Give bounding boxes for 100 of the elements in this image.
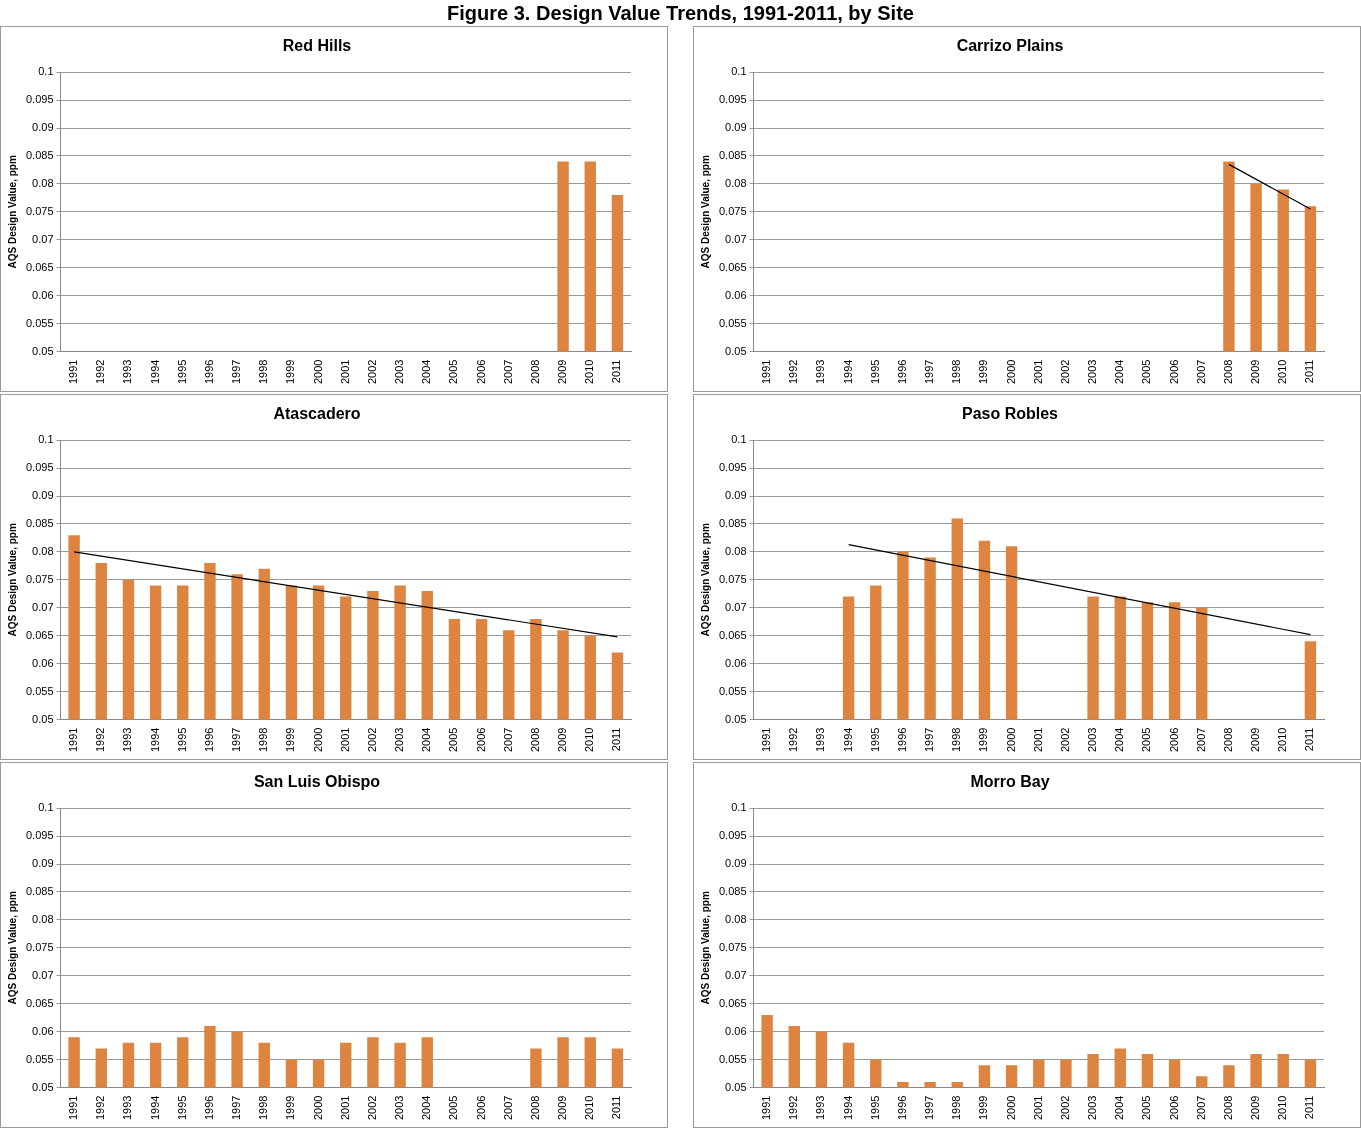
y-tick-label: 0.095 [26, 93, 54, 106]
y-tick-label: 0.07 [725, 232, 747, 245]
y-tick-label: 0.08 [32, 912, 54, 925]
y-tick-label: 0.1 [731, 801, 747, 814]
x-tick-label: 1997 [923, 359, 936, 385]
y-axis-title: AQS Design Value, ppm [6, 155, 18, 269]
y-tick-label: 0.08 [725, 912, 747, 925]
x-tick-label: 1996 [895, 359, 908, 385]
y-tick-label: 0.09 [32, 857, 54, 870]
x-tick-label: 1992 [787, 1095, 800, 1121]
x-tick-label: 2009 [1249, 1095, 1262, 1121]
y-tick-label: 0.075 [26, 940, 54, 953]
x-tick-label: 1995 [868, 1095, 881, 1121]
x-tick-label: 2001 [1031, 727, 1044, 753]
y-tick-label: 0.05 [32, 1080, 54, 1093]
x-tick-label: 2004 [420, 359, 433, 385]
x-tick-label: 2006 [474, 727, 487, 753]
y-tick-label: 0.09 [725, 121, 747, 134]
x-tick-label: 1993 [121, 359, 134, 385]
caption: Figure 3. Design Value Trends, 1991-2011, by Site [447, 2, 914, 24]
x-tick-label: 2002 [365, 727, 378, 753]
x-tick-label: 2010 [583, 359, 596, 385]
x-tick-label: 1993 [121, 727, 134, 753]
x-tick-label: 2008 [528, 1095, 541, 1121]
x-tick-label: 2010 [1276, 1095, 1289, 1121]
y-tick-label: 0.075 [26, 204, 54, 217]
x-tick-label: 2009 [556, 727, 569, 753]
x-tick-label: 2001 [1031, 1095, 1044, 1121]
y-tick-label: 0.07 [725, 600, 747, 613]
x-tick-label: 2001 [338, 727, 351, 753]
x-tick-label: 1991 [760, 727, 773, 753]
x-tick-label: 1995 [175, 727, 188, 753]
x-tick-label: 1998 [257, 727, 270, 753]
chart-title: Morro Bay [970, 773, 1050, 791]
y-tick-label: 0.07 [725, 968, 747, 981]
y-axis-title: AQS Design Value, ppm [699, 891, 711, 1005]
y-tick-label: 0.055 [719, 316, 747, 329]
y-tick-label: 0.075 [26, 572, 54, 585]
x-tick-label: 2011 [1303, 727, 1316, 752]
y-tick-label: 0.055 [719, 1052, 747, 1065]
x-tick-label: 2006 [1167, 727, 1180, 753]
x-tick-label: 2003 [1086, 1095, 1099, 1121]
x-tick-label: 1994 [841, 359, 854, 385]
y-tick-label: 0.09 [725, 489, 747, 502]
x-tick-label: 2010 [583, 727, 596, 753]
y-tick-label: 0.05 [725, 344, 747, 357]
y-axis-title: AQS Design Value, ppm [699, 155, 711, 269]
x-tick-label: 2009 [556, 359, 569, 385]
y-tick-label: 0.065 [719, 628, 747, 641]
x-tick-label: 2004 [1113, 1095, 1126, 1121]
x-tick-label: 2008 [1221, 727, 1234, 753]
y-tick-label: 0.055 [26, 1052, 54, 1065]
y-tick-label: 0.05 [32, 712, 54, 725]
y-tick-label: 0.1 [38, 433, 54, 446]
y-tick-label: 0.065 [719, 996, 747, 1009]
y-tick-label: 0.065 [26, 628, 54, 641]
y-tick-label: 0.095 [719, 93, 747, 106]
x-tick-label: 1999 [977, 727, 990, 753]
y-tick-label: 0.09 [32, 489, 54, 502]
x-tick-label: 2007 [501, 359, 514, 385]
x-tick-label: 2000 [311, 1095, 324, 1121]
y-tick-label: 0.095 [26, 829, 54, 842]
x-tick-label: 2000 [1004, 1095, 1017, 1121]
x-tick-label: 1999 [977, 359, 990, 385]
x-tick-label: 1999 [284, 727, 297, 753]
y-tick-label: 0.085 [26, 517, 54, 530]
x-tick-label: 2009 [1249, 727, 1262, 753]
x-tick-label: 2007 [1194, 359, 1207, 385]
x-tick-label: 1992 [94, 727, 107, 753]
x-tick-label: 1996 [202, 727, 215, 753]
x-tick-label: 1997 [923, 1095, 936, 1121]
y-tick-label: 0.09 [725, 857, 747, 870]
x-tick-label: 1995 [868, 727, 881, 753]
x-tick-label: 2008 [528, 727, 541, 753]
x-tick-label: 2003 [1086, 727, 1099, 753]
x-tick-label: 1995 [175, 359, 188, 385]
x-tick-label: 1994 [148, 727, 161, 753]
x-tick-label: 1991 [67, 359, 80, 385]
x-tick-label: 2006 [474, 359, 487, 385]
x-tick-label: 2003 [393, 727, 406, 753]
x-tick-label: 2007 [1194, 727, 1207, 753]
y-tick-label: 0.075 [719, 204, 747, 217]
x-tick-label: 2010 [1276, 359, 1289, 385]
x-tick-label: 1992 [94, 1095, 107, 1121]
x-tick-label: 1993 [814, 359, 827, 385]
x-tick-label: 2005 [447, 727, 460, 753]
x-tick-label: 2003 [393, 359, 406, 385]
y-tick-label: 0.1 [731, 433, 747, 446]
y-tick-label: 0.07 [32, 968, 54, 981]
x-tick-label: 2000 [1004, 359, 1017, 385]
x-tick-label: 2011 [1303, 1095, 1316, 1120]
x-tick-label: 2002 [365, 359, 378, 385]
x-tick-label: 1996 [895, 1095, 908, 1121]
y-tick-label: 0.06 [725, 1024, 747, 1037]
x-tick-label: 2011 [610, 359, 623, 384]
y-tick-label: 0.06 [32, 1024, 54, 1037]
x-tick-label: 2007 [1194, 1095, 1207, 1121]
x-tick-label: 2011 [610, 1095, 623, 1120]
x-tick-label: 2011 [1303, 359, 1316, 384]
y-tick-label: 0.085 [719, 885, 747, 898]
